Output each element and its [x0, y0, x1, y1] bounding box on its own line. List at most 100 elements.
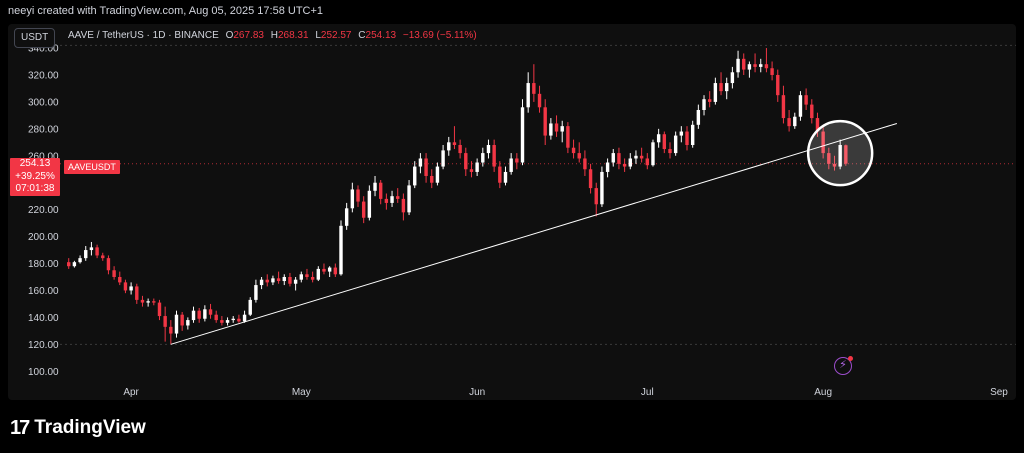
candle-body: [469, 169, 474, 172]
y-tick-label: 120.00: [28, 340, 59, 351]
candle-body: [838, 145, 842, 167]
candle-body: [725, 83, 729, 92]
candle-body: [248, 299, 252, 315]
candle-body: [549, 123, 553, 136]
candle-body: [163, 316, 167, 327]
candle-body: [140, 299, 145, 303]
candle-body: [135, 286, 139, 300]
candle-body: [815, 118, 820, 132]
candle-body: [764, 64, 769, 69]
candle-body: [396, 196, 400, 199]
candle-body: [101, 255, 105, 259]
candle-body: [730, 72, 735, 84]
high-key: H: [270, 30, 278, 41]
candle-body: [832, 163, 837, 167]
candle-body: [673, 135, 678, 154]
candle-body: [532, 83, 536, 94]
candle-body: [225, 320, 230, 323]
change-value: −13.69 (−5.11%): [402, 30, 477, 41]
candle-body: [407, 185, 411, 213]
candle-body: [67, 262, 71, 267]
candle-body: [804, 95, 808, 105]
low-value: 252.57: [320, 30, 352, 41]
y-tick-label: 300.00: [28, 97, 59, 108]
candle-body: [679, 131, 684, 136]
candle-body: [84, 250, 88, 259]
candle-body: [594, 188, 598, 205]
candle-body: [503, 171, 508, 183]
symbol-label[interactable]: AAVE / TetherUS · 1D · BINANCE: [68, 30, 219, 41]
notification-dot: [848, 356, 853, 361]
candle-body: [821, 131, 825, 154]
candle-body: [299, 274, 303, 280]
candle-body: [781, 95, 786, 119]
candle-body: [339, 225, 343, 275]
candle-body: [498, 166, 502, 183]
candle-body: [668, 149, 672, 154]
candle-body: [254, 285, 258, 300]
candle-body: [293, 279, 298, 284]
candle-body: [656, 134, 661, 143]
low-key: L: [315, 30, 321, 41]
candle-body: [566, 126, 570, 148]
overlay-layer: [170, 119, 898, 345]
candle-body: [543, 107, 547, 136]
candle-body: [220, 320, 224, 323]
candle-body: [452, 142, 457, 146]
candle-body: [95, 247, 99, 256]
candle-body: [645, 158, 650, 166]
currency-selector[interactable]: USDT: [14, 28, 56, 48]
candle-body: [384, 198, 389, 203]
brand-footer: 17 TradingView: [10, 415, 146, 441]
candle-body: [759, 64, 763, 67]
last-price: 254.13: [19, 158, 51, 169]
axis-layer: 100.00 120.00 140.00 160.00 180.00 200.00 220.…: [28, 44, 1008, 398]
candle-body: [747, 64, 752, 70]
candle-body: [78, 258, 82, 263]
candle-body: [322, 268, 326, 272]
candle-body: [197, 310, 201, 319]
candle-body: [770, 68, 774, 75]
candle-body: [617, 153, 621, 164]
candle-body: [157, 302, 162, 317]
candle-body: [742, 58, 746, 70]
candle-body: [571, 147, 576, 154]
candle-body: [174, 314, 179, 334]
candle-body: [622, 163, 627, 167]
candle-body: [242, 314, 247, 322]
candle-body: [560, 126, 564, 132]
candle-body: [526, 83, 530, 108]
candle-body: [707, 99, 712, 102]
lightning-icon[interactable]: ⚡: [834, 356, 853, 375]
candle-body: [310, 276, 315, 280]
candle-body: [611, 153, 615, 163]
candle-body: [600, 171, 604, 205]
candle-body: [651, 142, 655, 166]
candle-body: [719, 83, 723, 92]
candle-body: [588, 169, 593, 189]
candle-body: [827, 153, 831, 164]
candle-body: [515, 158, 519, 163]
candle-body: [628, 158, 632, 167]
candle-body: [844, 145, 848, 164]
y-tick-label: 260.00: [28, 151, 59, 162]
attribution-text: neeyi created with TradingView.com, Aug …: [8, 5, 324, 17]
candle-body: [634, 155, 638, 159]
candle-body: [378, 182, 383, 199]
candle-body: [418, 158, 423, 167]
candle-body: [89, 247, 94, 251]
candle-body: [72, 262, 77, 267]
tradingview-logo-icon: 17: [10, 416, 30, 439]
candle-body: [271, 278, 275, 283]
candle-body: [344, 208, 349, 226]
candle-body: [793, 116, 797, 127]
candle-body: [577, 153, 581, 159]
y-tick-label: 220.00: [28, 205, 59, 216]
candle-body: [327, 267, 332, 272]
candle-body: [475, 162, 479, 172]
candle-body: [481, 153, 485, 163]
candle-body: [685, 131, 689, 146]
candle-body: [430, 175, 434, 183]
candle-body: [639, 155, 644, 159]
